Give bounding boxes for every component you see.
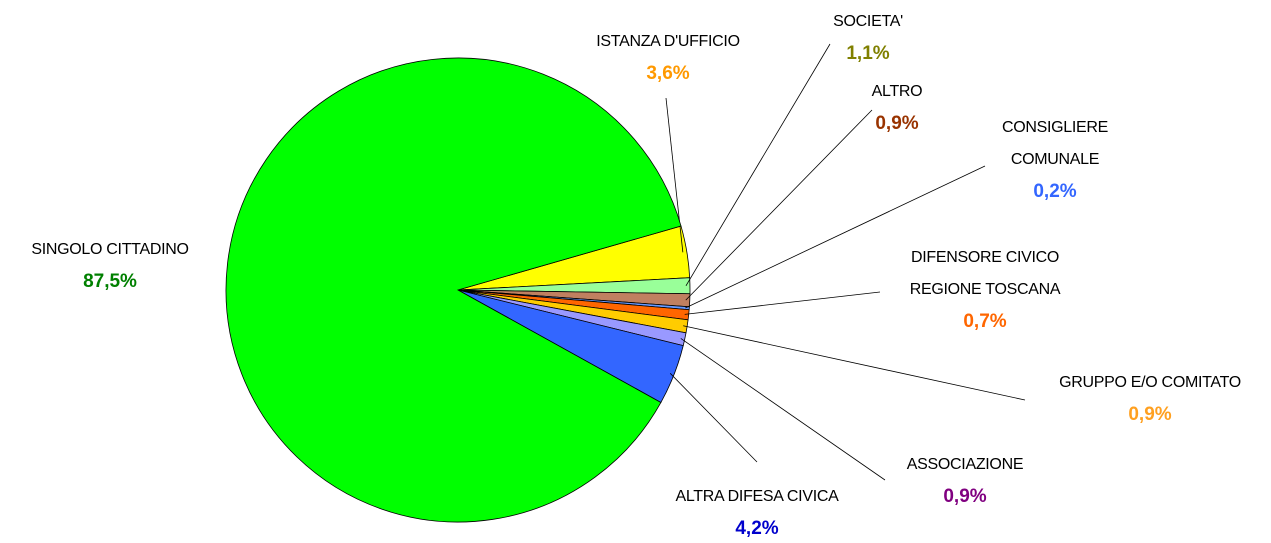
slice-value-label: 4,2% [735,518,779,539]
slice-label: ALTRO [871,83,923,100]
slice-label: ASSOCIAZIONE [906,456,1024,473]
slice-label: ISTANZA D'UFFICIO [596,33,740,50]
slice-value-label: 0,2% [1033,181,1077,202]
slice-label: SINGOLO CITTADINO [31,241,189,258]
leader-line [685,165,986,309]
slice-value-label: 0,9% [943,486,987,507]
slice-value-label: 0,9% [875,113,919,134]
slice-label: ALTRA DIFESA CIVICA [675,488,839,505]
slice-label: SOCIETA' [833,13,903,30]
leader-line [685,43,831,286]
slice-value-label: 87,5% [83,271,137,292]
leader-line [680,338,886,481]
slice-value-label: 3,6% [646,63,690,84]
leader-line [669,373,758,463]
slice-label: DIFENSORE CIVICO REGIONE TOSCANA [909,249,1061,298]
pie-slice [225,57,682,523]
slice-label: GRUPPO E/O COMITATO [1059,374,1241,391]
slice-value-label: 0,9% [1128,404,1172,425]
leader-line [683,325,1026,401]
leader-line [685,109,873,301]
slice-value-label: 0,7% [963,311,1007,332]
slice-label: CONSIGLIERE COMUNALE [1001,119,1109,168]
leader-line [684,291,881,315]
slice-value-label: 1,1% [846,43,890,64]
